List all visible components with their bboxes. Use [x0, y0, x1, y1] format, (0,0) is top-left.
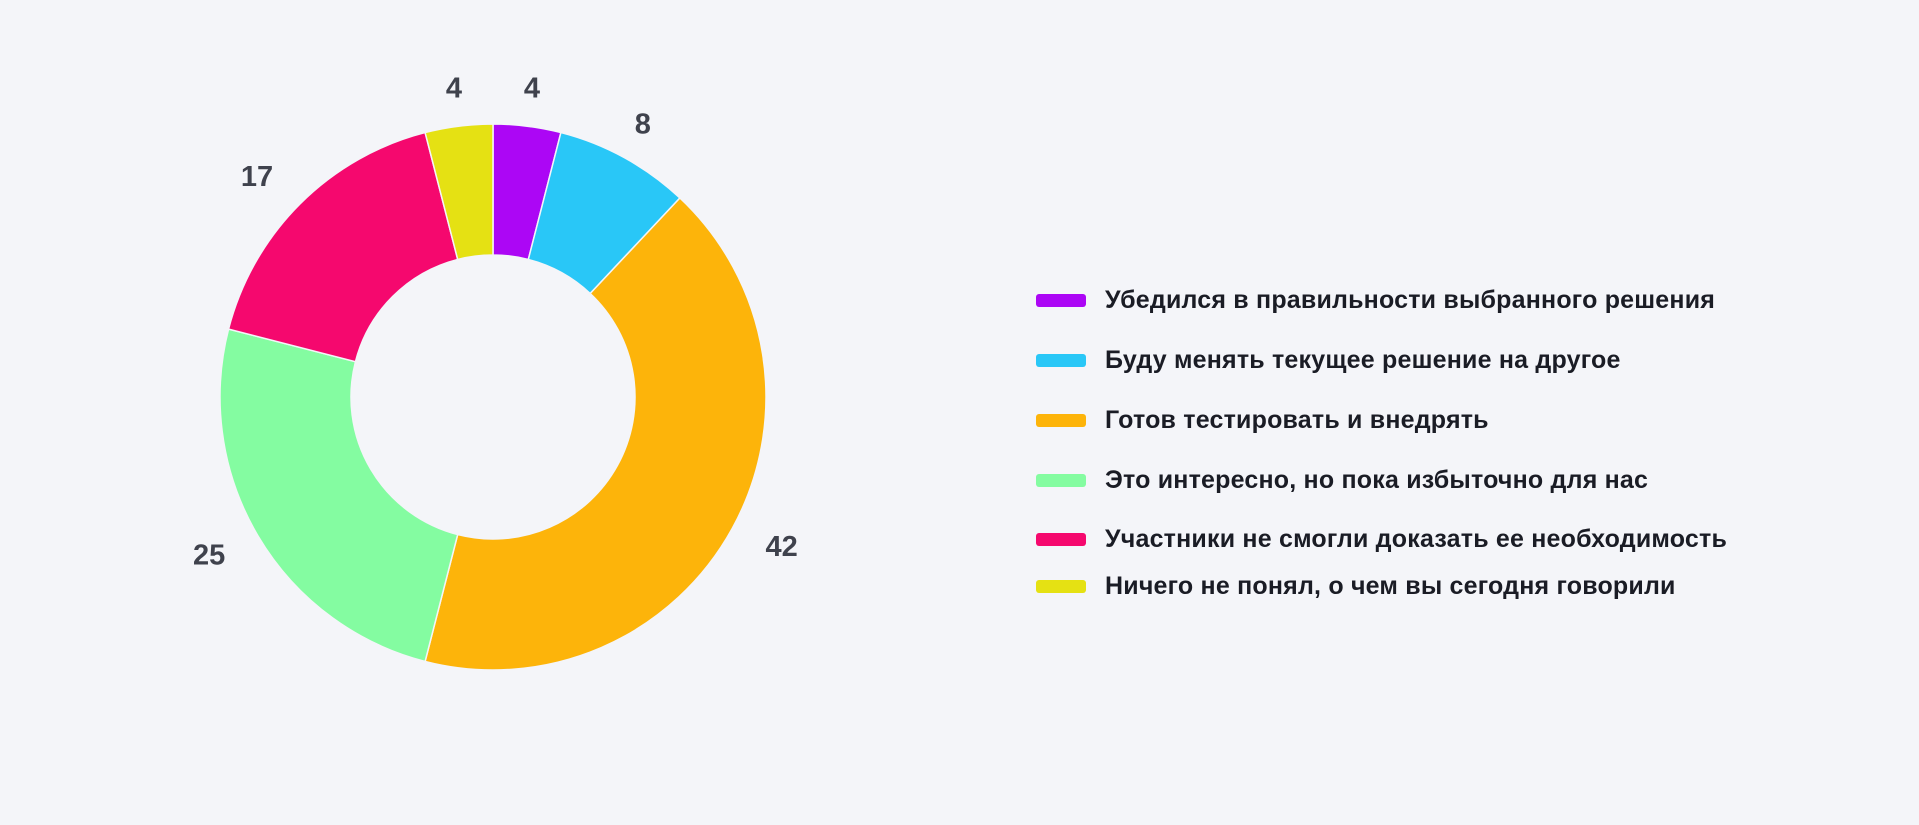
legend-item: Ничего не понял, о чем вы сегодня говори… — [1036, 571, 1676, 601]
legend-label: Участники не смогли доказать ее необходи… — [1105, 525, 1728, 553]
slice-value-label: 25 — [193, 539, 225, 571]
legend-item: Буду менять текущее решение на другое — [1036, 345, 1621, 375]
legend-label: Ничего не понял, о чем вы сегодня говори… — [1105, 572, 1676, 600]
legend-swatch — [1036, 532, 1086, 546]
legend-swatch — [1036, 579, 1086, 593]
slice-value-label: 42 — [766, 531, 798, 563]
legend-label: Убедился в правильности выбранного решен… — [1105, 286, 1716, 314]
legend-swatch — [1036, 413, 1086, 427]
legend-item: Готов тестировать и внедрять — [1036, 405, 1489, 435]
pie-slice — [424, 196, 767, 671]
slice-value-label: 4 — [524, 73, 540, 105]
pie-slice — [227, 131, 459, 363]
legend-swatch — [1036, 473, 1086, 487]
pie-slice — [424, 123, 494, 261]
slice-value-label: 8 — [635, 109, 651, 141]
legend-item: Это интересно, но пока избыточно для нас — [1036, 465, 1648, 495]
legend-label: Готов тестировать и внедрять — [1105, 406, 1489, 434]
chart-legend: Убедился в правильности выбранного решен… — [1036, 0, 1796, 825]
legend-item: Участники не смогли доказать ее необходи… — [1036, 524, 1727, 554]
legend-swatch — [1036, 353, 1086, 367]
slice-value-label: 17 — [241, 161, 273, 193]
legend-swatch — [1036, 293, 1086, 307]
legend-label: Буду менять текущее решение на другое — [1105, 346, 1621, 374]
legend-label: Это интересно, но пока избыточно для нас — [1105, 466, 1649, 494]
pie-slice — [219, 328, 459, 663]
slice-value-label: 4 — [446, 73, 462, 105]
legend-item: Убедился в правильности выбранного решен… — [1036, 285, 1715, 315]
